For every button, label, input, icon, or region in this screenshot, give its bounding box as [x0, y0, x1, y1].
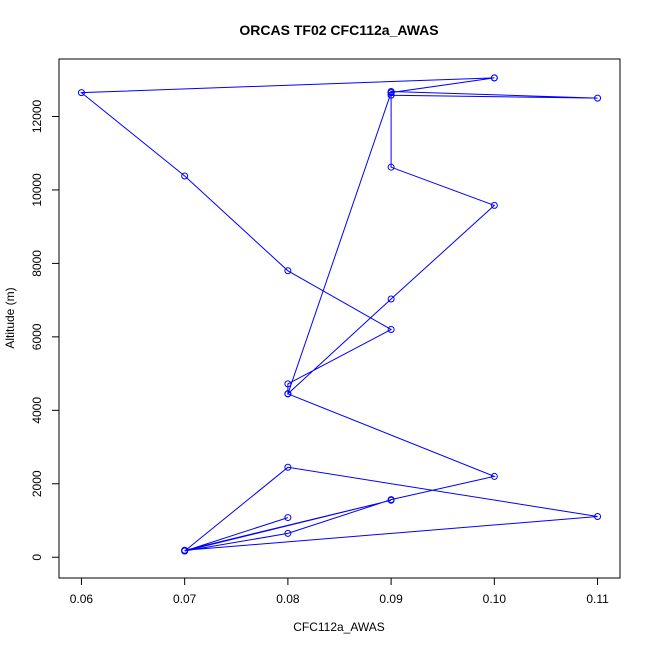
x-tick-label: 0.08	[276, 592, 300, 606]
y-tick-label: 8000	[30, 250, 44, 277]
data-point	[284, 514, 292, 522]
data-point	[594, 512, 602, 520]
data-point	[181, 172, 189, 180]
y-axis: 0 2000 4000 6000 8000 10000 12000	[30, 99, 60, 561]
x-tick-label: 0.09	[379, 592, 403, 606]
y-tick-label: 0	[30, 554, 44, 561]
y-axis-label: Altitude (m)	[3, 287, 17, 348]
y-tick-label: 2000	[30, 470, 44, 497]
data-point	[387, 326, 395, 334]
data-point	[284, 380, 292, 388]
data-point	[387, 496, 395, 504]
data-point	[77, 89, 85, 97]
data-point	[284, 529, 292, 537]
chart-title: ORCAS TF02 CFC112a_AWAS	[239, 22, 438, 38]
x-tick-label: 0.07	[173, 592, 197, 606]
data-point	[594, 94, 602, 102]
data-point	[387, 89, 395, 97]
plot-frame	[58, 58, 621, 579]
data-point	[387, 91, 395, 99]
data-point	[284, 267, 292, 275]
y-tick-label: 4000	[30, 397, 44, 424]
y-tick-label: 12000	[30, 99, 44, 133]
data-point	[284, 390, 292, 398]
y-tick-label: 10000	[30, 173, 44, 207]
x-axis-label: CFC112a_AWAS	[293, 620, 385, 634]
x-tick-label: 0.11	[586, 592, 609, 606]
data-point	[387, 163, 395, 171]
data-point	[490, 74, 498, 82]
data-point	[387, 295, 395, 303]
series-layer	[77, 74, 602, 555]
x-axis: 0.06 0.07 0.08 0.09 0.10 0.11	[70, 577, 609, 606]
y-tick-label: 6000	[30, 323, 44, 350]
data-point	[181, 547, 189, 555]
data-point	[284, 463, 292, 471]
data-point	[490, 472, 498, 480]
series-line	[80, 77, 598, 552]
data-point	[490, 201, 498, 209]
x-tick-label: 0.10	[483, 592, 507, 606]
x-tick-label: 0.06	[70, 592, 94, 606]
